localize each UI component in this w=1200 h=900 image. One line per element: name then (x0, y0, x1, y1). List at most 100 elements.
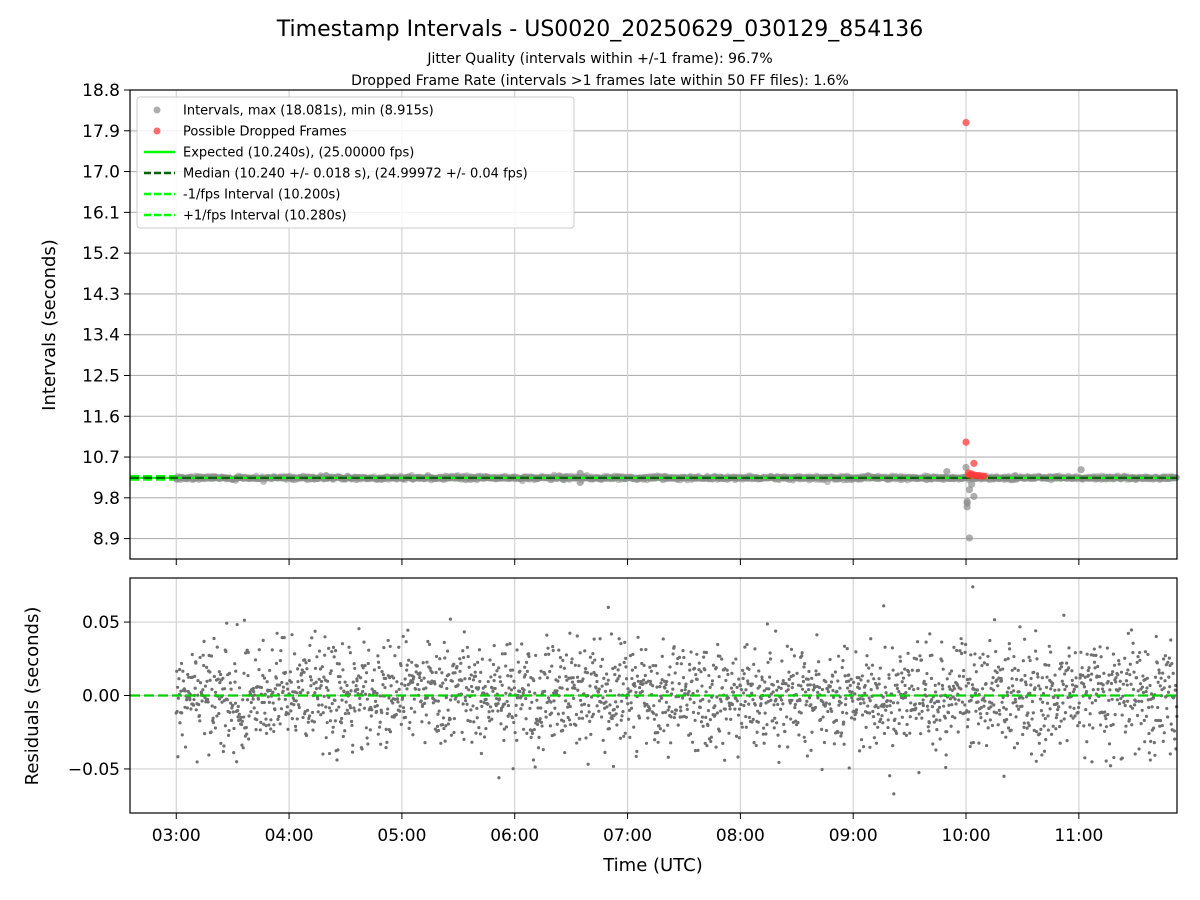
residual-point (483, 684, 487, 689)
residual-point (222, 687, 227, 691)
residual-point (337, 705, 341, 709)
residual-point (244, 725, 248, 730)
residual-point (288, 670, 292, 674)
residual-point (1038, 687, 1042, 691)
residual-point (290, 716, 294, 721)
residual-point (830, 709, 834, 714)
residual-point (440, 671, 444, 675)
residual-point (488, 719, 492, 723)
residual-point (413, 687, 418, 691)
residual-point (476, 686, 481, 690)
residual-point (807, 669, 811, 674)
residual-point (599, 664, 603, 668)
residual-point (1131, 687, 1136, 691)
residual-point (1161, 739, 1165, 743)
residual-point (781, 678, 785, 683)
residual-point (1070, 678, 1074, 682)
residual-point (882, 702, 886, 706)
residual-point (854, 711, 858, 715)
residual-point (636, 635, 640, 639)
residual-point (881, 695, 885, 699)
residual-point (877, 682, 881, 686)
residual-point (930, 704, 935, 709)
residual-point (295, 717, 299, 721)
residual-point (600, 715, 604, 719)
residual-point (967, 710, 971, 714)
residual-point (1031, 711, 1035, 715)
residual-point (375, 691, 379, 695)
residual-point (491, 662, 496, 667)
residual-point (275, 683, 279, 687)
residual-point (938, 737, 942, 741)
residual-point (229, 687, 233, 691)
residual-point (546, 646, 550, 650)
residual-point (346, 690, 350, 694)
residual-point (441, 681, 445, 685)
residual-point (730, 702, 735, 707)
residual-point (378, 694, 382, 698)
residual-point (949, 669, 954, 673)
residual-point (695, 677, 699, 681)
residual-point (883, 645, 887, 649)
residual-point (1149, 739, 1153, 743)
residual-point (625, 696, 629, 700)
residual-point (681, 676, 686, 680)
residual-point (654, 713, 658, 717)
residual-point (999, 676, 1003, 681)
residual-point (384, 676, 388, 681)
residual-point (1152, 726, 1156, 730)
residual-point (986, 654, 990, 659)
residual-point (639, 679, 643, 684)
residual-point (575, 675, 580, 679)
residual-point (1092, 647, 1096, 651)
residual-point (525, 731, 529, 735)
residual-point (424, 713, 428, 717)
residual-point (784, 682, 788, 686)
residual-point (1037, 741, 1041, 745)
residual-point (779, 698, 784, 702)
residual-point (983, 719, 987, 723)
residual-point (801, 675, 805, 679)
residual-point (545, 676, 550, 680)
residual-point (816, 690, 820, 695)
residual-point (655, 685, 659, 689)
residual-point (723, 667, 727, 671)
residual-point (362, 640, 366, 644)
residual-point (513, 730, 517, 735)
residual-point (1122, 700, 1126, 704)
residual-point (762, 726, 766, 730)
residual-point (532, 678, 536, 683)
residual-point (737, 707, 742, 711)
residual-point (964, 684, 968, 688)
residual-point (1081, 682, 1086, 686)
residual-point (313, 691, 317, 695)
residual-point (418, 675, 422, 680)
residual-point (282, 636, 286, 640)
residual-point (709, 735, 713, 739)
residual-point (551, 645, 555, 649)
residual-point (603, 750, 607, 754)
residuals-plot-frame (129, 577, 1178, 814)
residual-point (963, 703, 967, 707)
residual-point (955, 648, 959, 653)
residual-point (741, 676, 745, 681)
residual-point (323, 653, 327, 657)
residual-point (375, 704, 379, 708)
residual-point (1011, 701, 1015, 705)
residual-point (200, 699, 204, 703)
residual-point (397, 687, 401, 691)
residual-point (444, 696, 448, 700)
residual-point (742, 703, 746, 708)
residual-point (521, 727, 526, 731)
residual-point (945, 730, 949, 734)
residual-point (630, 668, 634, 672)
residual-point (1072, 687, 1076, 691)
residual-point (407, 726, 411, 730)
residual-point (423, 701, 427, 706)
residual-point (415, 664, 419, 668)
residual-point (246, 650, 250, 655)
residual-point (720, 686, 724, 690)
residual-point (696, 748, 700, 752)
residual-point (317, 649, 322, 653)
residual-point (657, 699, 662, 703)
